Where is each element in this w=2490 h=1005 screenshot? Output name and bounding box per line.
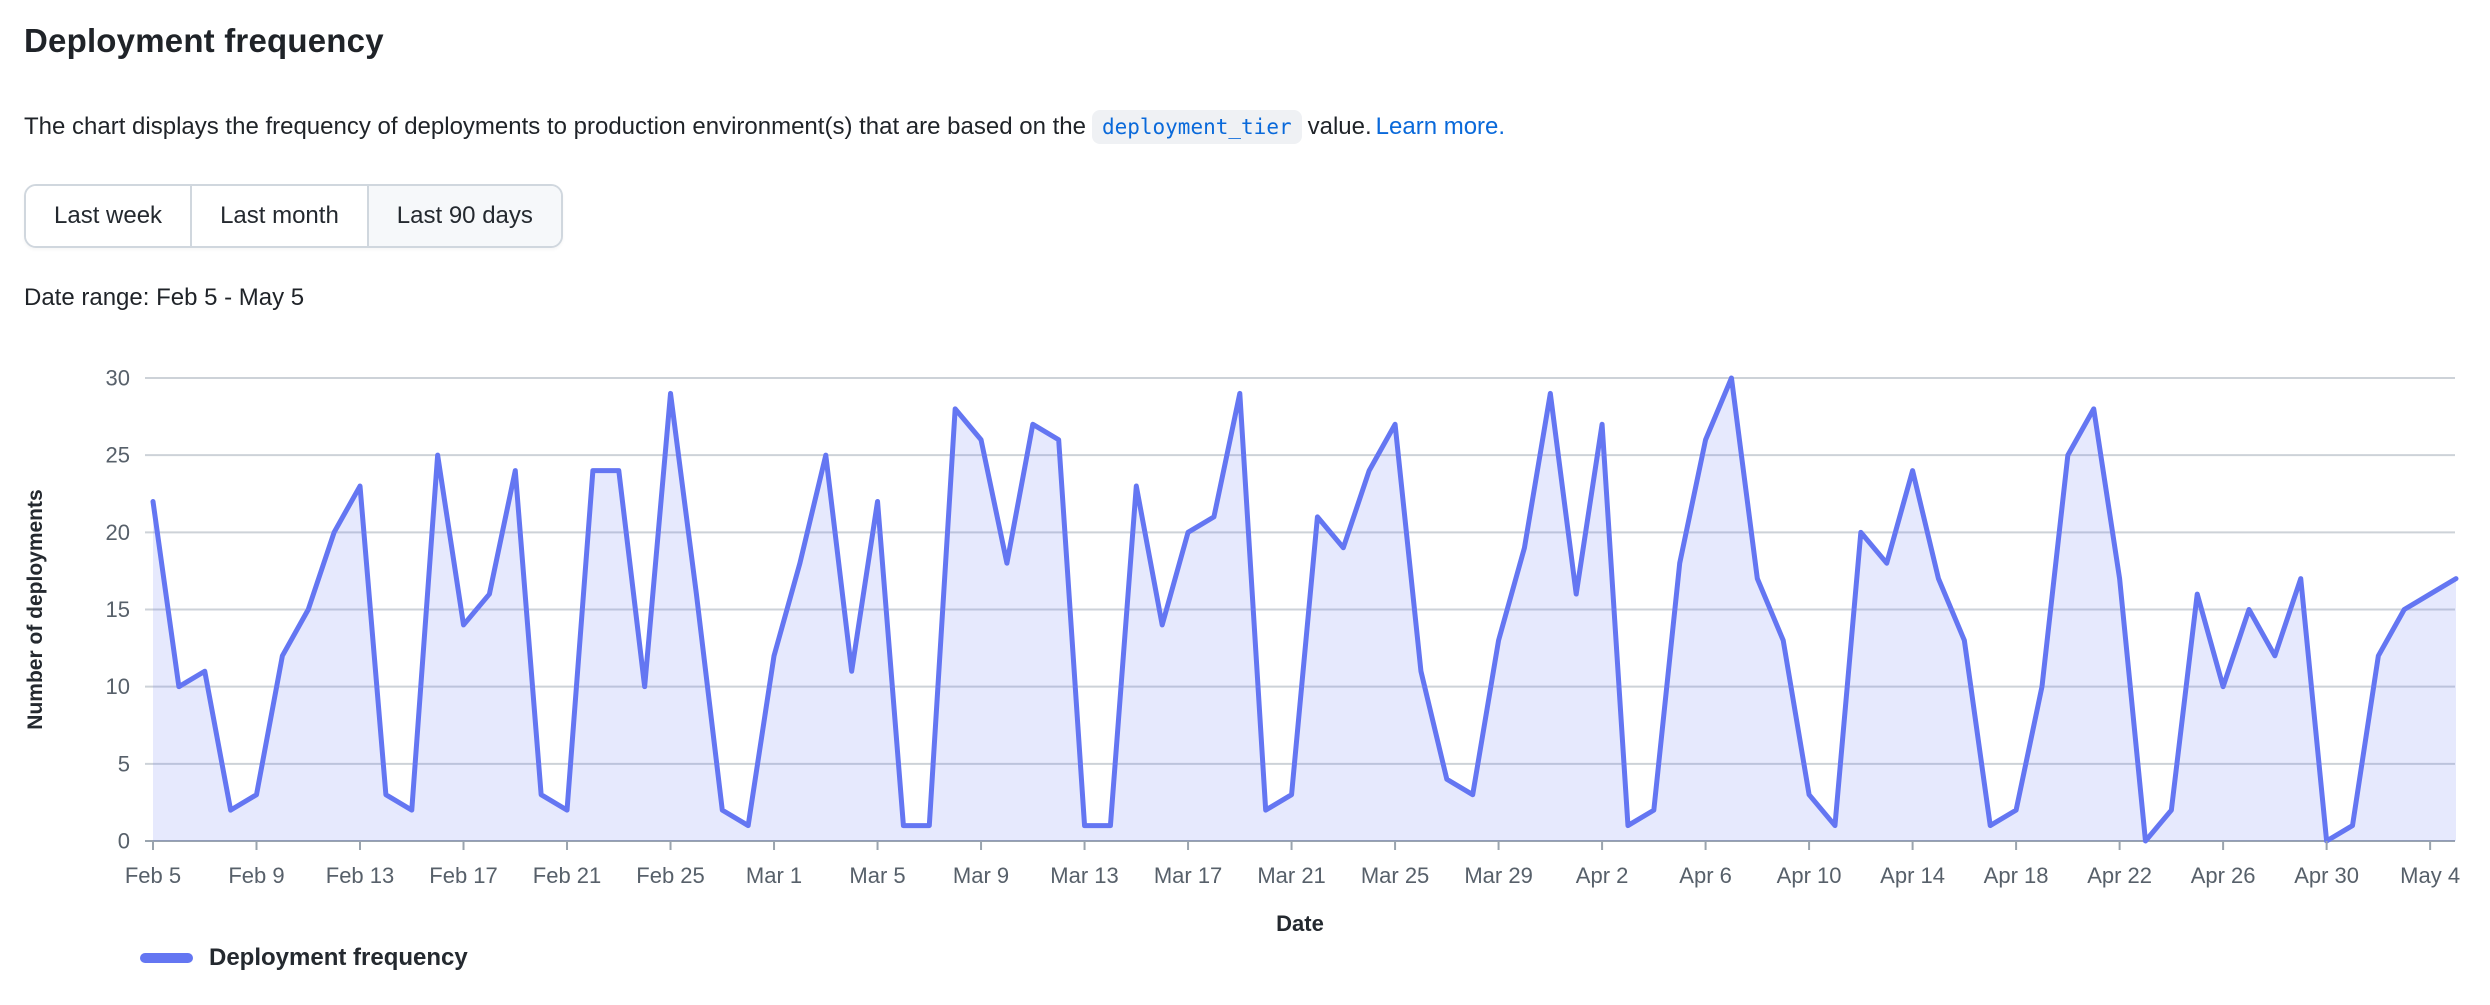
x-tick-label: Apr 6 bbox=[1679, 863, 1732, 888]
x-tick-label: Feb 9 bbox=[228, 863, 284, 888]
last-month-button[interactable]: Last month bbox=[190, 186, 367, 246]
x-tick-label: May 4 bbox=[2400, 863, 2460, 888]
x-tick-label: Mar 21 bbox=[1257, 863, 1325, 888]
y-tick-label: 25 bbox=[106, 443, 130, 468]
series-line bbox=[150, 375, 2459, 844]
x-tick-label: Apr 2 bbox=[1576, 863, 1629, 888]
x-tick-label: Apr 10 bbox=[1777, 863, 1842, 888]
x-tick-label: Mar 13 bbox=[1050, 863, 1118, 888]
x-tick-label: Apr 26 bbox=[2191, 863, 2256, 888]
x-tick-label: Mar 17 bbox=[1154, 863, 1222, 888]
y-tick-label: 5 bbox=[118, 751, 130, 776]
chart-canvas: 0 5 10 15 20 25 30 Feb 5 Feb 9 Feb 13 Feb 17 Feb 21… bbox=[24, 366, 2460, 937]
x-tick-label: Feb 21 bbox=[533, 863, 602, 888]
x-tick-label: Mar 9 bbox=[953, 863, 1009, 888]
page-title: Deployment frequency bbox=[24, 22, 384, 59]
series-area bbox=[153, 378, 2456, 841]
description-prefix: The chart displays the frequency of depl… bbox=[24, 113, 1086, 140]
last-90-days-button[interactable]: Last 90 days bbox=[366, 186, 561, 246]
legend-series-label: Deployment frequency bbox=[209, 944, 468, 971]
x-tick-label: Mar 29 bbox=[1464, 863, 1532, 888]
x-tick-label: Mar 5 bbox=[849, 863, 905, 888]
deployment-tier-chip: deployment_tier bbox=[1091, 110, 1302, 144]
time-range-filter: Last week Last month Last 90 days bbox=[24, 184, 563, 248]
last-week-button[interactable]: Last week bbox=[26, 186, 191, 246]
y-tick-label: 10 bbox=[106, 674, 130, 699]
y-tick-label: 20 bbox=[106, 520, 130, 545]
y-tick-label: 15 bbox=[106, 597, 130, 622]
chart-legend: Deployment frequency bbox=[140, 944, 468, 972]
learn-more-link[interactable]: Learn more. bbox=[1375, 113, 1506, 140]
x-tick-label: Apr 22 bbox=[2087, 863, 2152, 888]
x-tick-label: Feb 25 bbox=[636, 863, 705, 888]
x-tick-label: Apr 14 bbox=[1880, 863, 1945, 888]
deployment-frequency-chart: 0 5 10 15 20 25 30 Feb 5 Feb 9 Feb 13 Feb 17 Feb 21… bbox=[0, 350, 2490, 950]
date-range-label: Date range: Feb 5 - May 5 bbox=[24, 284, 305, 311]
x-tick-label: Feb 5 bbox=[125, 863, 181, 888]
x-axis-title: Date bbox=[1276, 911, 1324, 936]
x-tick-label: Mar 1 bbox=[746, 863, 802, 888]
x-tick-label: Feb 17 bbox=[429, 863, 498, 888]
y-axis-title: Number of deployments bbox=[24, 489, 47, 729]
chart-description: The chart displays the frequency of depl… bbox=[24, 106, 1505, 148]
x-tick-label: Mar 25 bbox=[1361, 863, 1429, 888]
x-tick-label: Apr 30 bbox=[2294, 863, 2359, 888]
description-suffix: value. bbox=[1307, 113, 1372, 140]
x-tick-label: Apr 18 bbox=[1984, 863, 2049, 888]
y-tick-label: 0 bbox=[118, 829, 130, 854]
y-tick-label: 30 bbox=[106, 366, 130, 391]
legend-line-swatch-icon bbox=[140, 953, 193, 963]
x-tick-label: Feb 13 bbox=[326, 863, 395, 888]
